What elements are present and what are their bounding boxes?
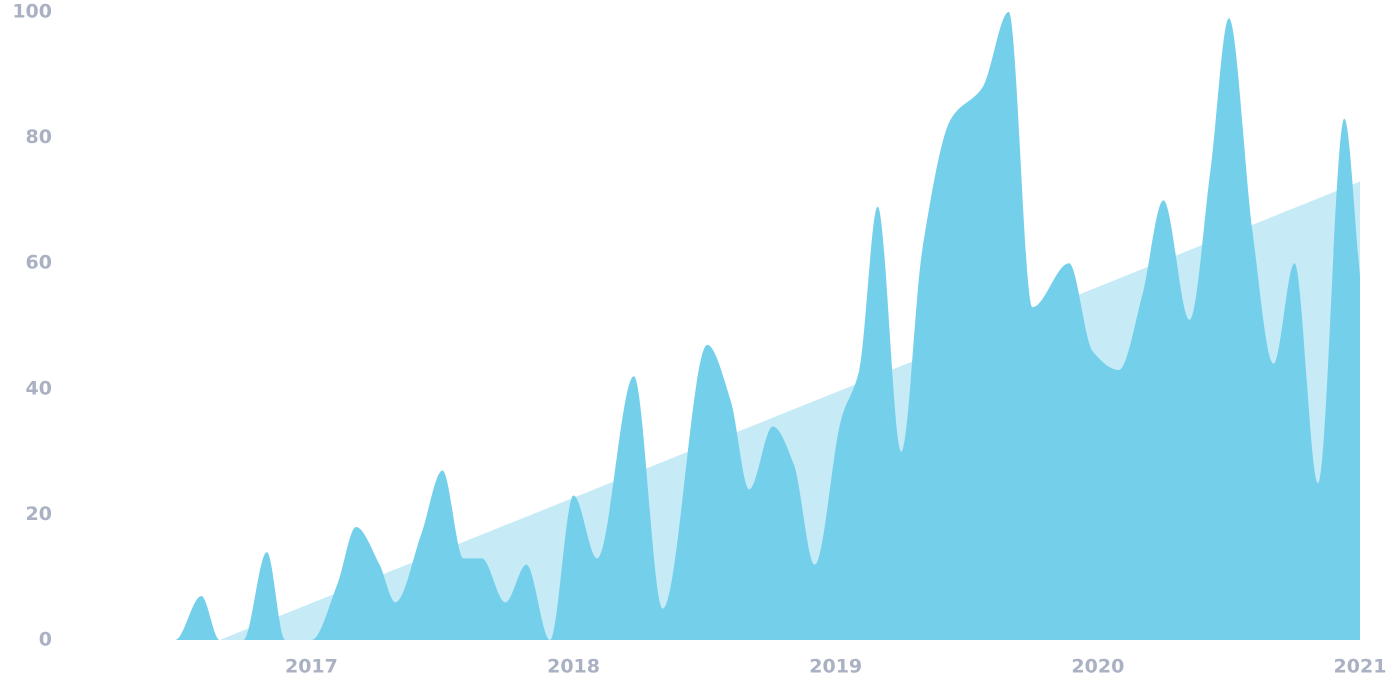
- x-tick-label: 2020: [1071, 656, 1124, 678]
- area: [65, 12, 1360, 640]
- y-tick-label: 60: [26, 252, 52, 274]
- y-tick-label: 40: [26, 377, 52, 399]
- x-tick-label: 2017: [285, 656, 338, 678]
- y-tick-label: 100: [12, 1, 52, 23]
- y-tick-label: 0: [39, 629, 52, 651]
- y-tick-label: 20: [26, 503, 52, 525]
- x-tick-label: 2019: [809, 656, 862, 678]
- x-tick-label: 2021: [1334, 656, 1387, 678]
- y-tick-label: 80: [26, 126, 52, 148]
- x-tick-label: 2018: [547, 656, 600, 678]
